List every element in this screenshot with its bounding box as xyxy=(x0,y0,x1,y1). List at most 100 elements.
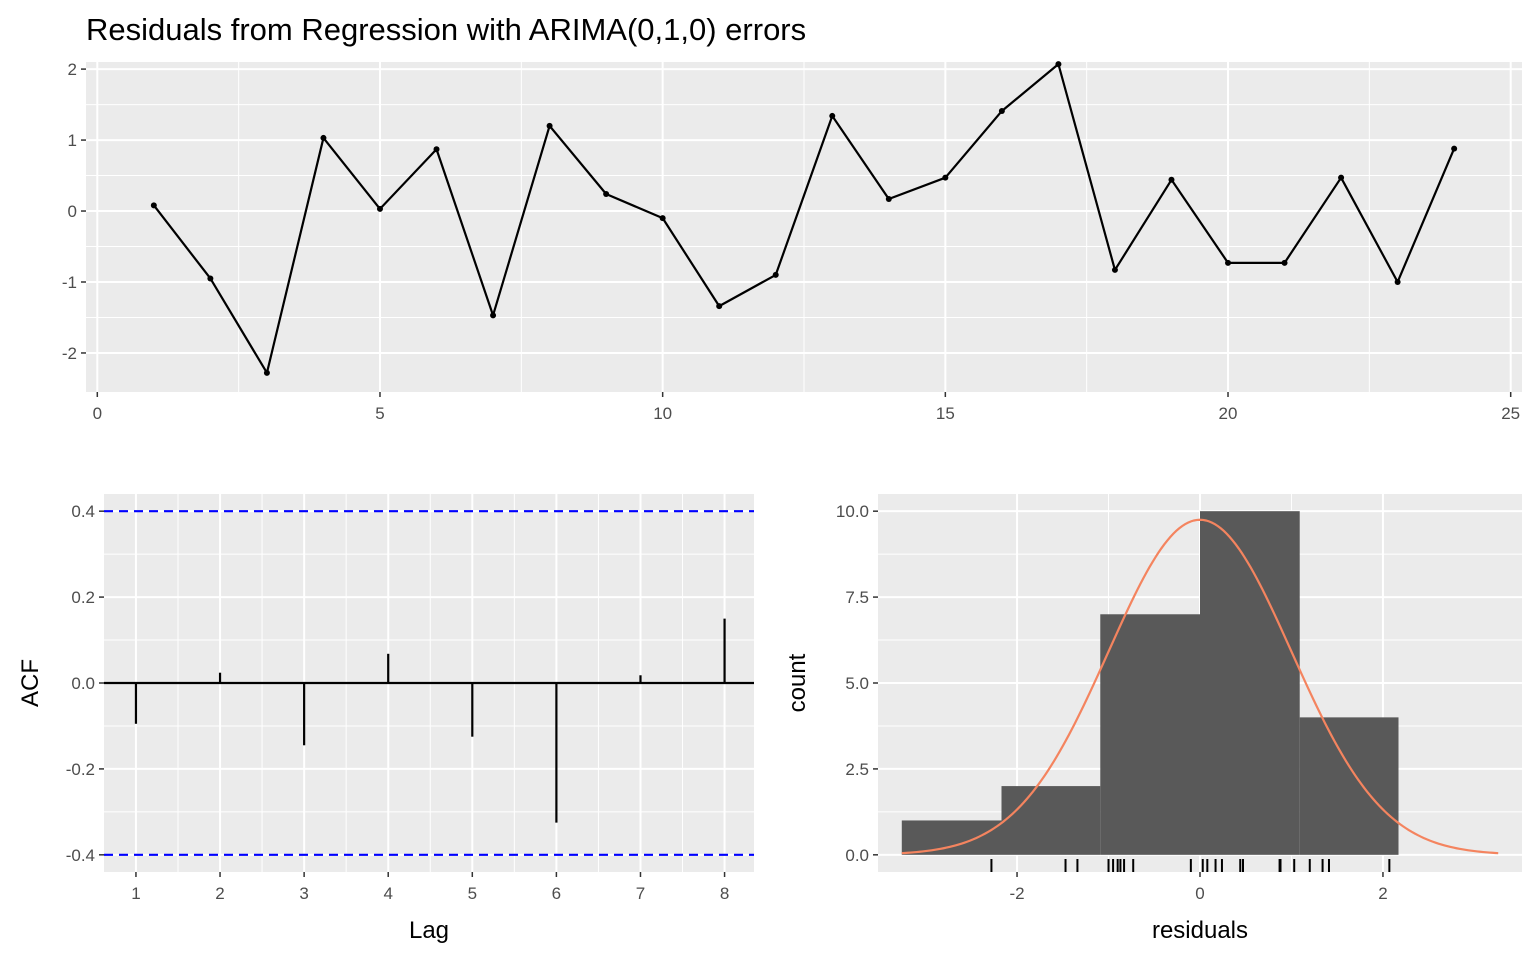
line-segment xyxy=(1339,176,1399,284)
x-tick-label: 10 xyxy=(653,404,672,423)
data-point xyxy=(1281,259,1288,266)
line-segment xyxy=(887,176,947,201)
axis-ticks: 1 2 3 4 5 6 7 8 0.4 0.2 0.0 -0.2 -0.4 xyxy=(66,502,730,903)
line-segment xyxy=(1283,176,1343,264)
acf-bars xyxy=(104,510,754,856)
y-tick-label: 1 xyxy=(68,131,77,150)
histogram-bar xyxy=(1200,511,1300,855)
histogram-bar xyxy=(1100,614,1200,855)
data-point xyxy=(207,275,214,282)
line-segment xyxy=(322,136,382,211)
line-segment xyxy=(605,192,664,220)
x-tick-label: 5 xyxy=(468,884,477,903)
x-tick-label: 25 xyxy=(1501,404,1520,423)
line-segment xyxy=(1396,147,1456,284)
y-tick-label: 0.0 xyxy=(71,674,95,693)
line-segment xyxy=(944,109,1003,179)
y-tick-label: 2.5 xyxy=(845,760,869,779)
line-segment xyxy=(209,277,269,374)
x-tick-label: 0 xyxy=(93,404,102,423)
histogram-bar xyxy=(1299,717,1399,855)
y-tick-label: -2 xyxy=(62,344,77,363)
chart-title: Residuals from Regression with ARIMA(0,1… xyxy=(86,12,806,47)
line-segment xyxy=(548,124,608,196)
line-segment xyxy=(435,148,495,317)
line-segment xyxy=(1057,63,1117,272)
axis-ticks: -2 0 2 10.0 7.5 5.0 2.5 0.0 xyxy=(836,502,1388,903)
data-point xyxy=(1338,174,1345,181)
x-tick-label: 20 xyxy=(1219,404,1238,423)
data-point xyxy=(829,112,836,119)
y-tick-label: 0.0 xyxy=(845,846,869,865)
line-segment xyxy=(1113,178,1173,272)
rug-marks xyxy=(990,859,1391,872)
line-segment xyxy=(1170,178,1230,264)
data-point xyxy=(320,134,327,141)
data-point xyxy=(490,312,497,319)
data-point xyxy=(998,107,1005,114)
y-tick-label: 2 xyxy=(68,60,77,79)
data-point xyxy=(885,195,892,202)
x-axis-title: Lag xyxy=(409,917,449,944)
data-point xyxy=(942,174,949,181)
acf-panel: 1 2 3 4 5 6 7 8 0.4 0.2 0.0 -0.2 -0.4 Lag ACF xyxy=(17,494,754,944)
y-tick-label: 0 xyxy=(68,202,77,221)
data-point xyxy=(1451,145,1458,152)
histogram-bar xyxy=(1001,786,1101,855)
x-tick-label: 2 xyxy=(215,884,224,903)
density-curve-path xyxy=(901,518,1499,855)
y-tick-label: 10.0 xyxy=(836,502,869,521)
histogram-bars xyxy=(901,511,1399,855)
line-segment xyxy=(378,148,438,211)
data-point xyxy=(772,271,779,278)
line-segment xyxy=(831,114,890,201)
histogram-bar xyxy=(901,820,1002,855)
x-tick-label: 2 xyxy=(1378,884,1387,903)
data-point xyxy=(659,215,666,222)
data-point xyxy=(603,191,610,197)
gridlines xyxy=(86,62,1522,392)
x-tick-label: 6 xyxy=(552,884,561,903)
y-tick-label: -1 xyxy=(62,273,77,292)
line-segment xyxy=(718,273,777,308)
data-point xyxy=(376,205,383,212)
line-segment xyxy=(491,124,551,317)
series-residuals xyxy=(150,61,1458,376)
x-tick-label: 7 xyxy=(636,884,645,903)
data-point xyxy=(1111,266,1118,273)
y-tick-label: 0.4 xyxy=(71,502,95,521)
line-segment xyxy=(661,217,721,308)
line-segment xyxy=(774,114,834,277)
y-axis-title: ACF xyxy=(17,659,44,707)
normal-density-curve xyxy=(901,518,1499,855)
x-tick-label: 3 xyxy=(299,884,308,903)
data-point xyxy=(150,202,157,209)
data-point xyxy=(716,303,723,310)
y-tick-label: -0.2 xyxy=(66,760,95,779)
data-point xyxy=(433,146,440,153)
x-tick-label: 8 xyxy=(720,884,729,903)
y-axis-title: count xyxy=(784,653,811,712)
x-tick-label: -2 xyxy=(1009,884,1024,903)
line-segment xyxy=(152,204,212,280)
data-point xyxy=(263,369,270,376)
y-tick-label: -0.4 xyxy=(66,846,95,865)
x-tick-label: 4 xyxy=(383,884,392,903)
histogram-panel: -2 0 2 10.0 7.5 5.0 2.5 0.0 residuals count xyxy=(784,494,1522,944)
x-tick-label: 0 xyxy=(1195,884,1204,903)
x-tick-label: 5 xyxy=(375,404,384,423)
x-tick-label: 1 xyxy=(131,884,140,903)
data-point xyxy=(1055,61,1062,68)
y-tick-label: 0.2 xyxy=(71,588,95,607)
data-point xyxy=(1225,259,1232,266)
line-segment xyxy=(1000,63,1060,113)
y-tick-label: 5.0 xyxy=(845,674,869,693)
line-segment xyxy=(265,136,325,374)
x-tick-label: 15 xyxy=(936,404,955,423)
data-point xyxy=(1168,176,1175,183)
data-point xyxy=(1394,279,1401,285)
data-point xyxy=(546,122,553,129)
